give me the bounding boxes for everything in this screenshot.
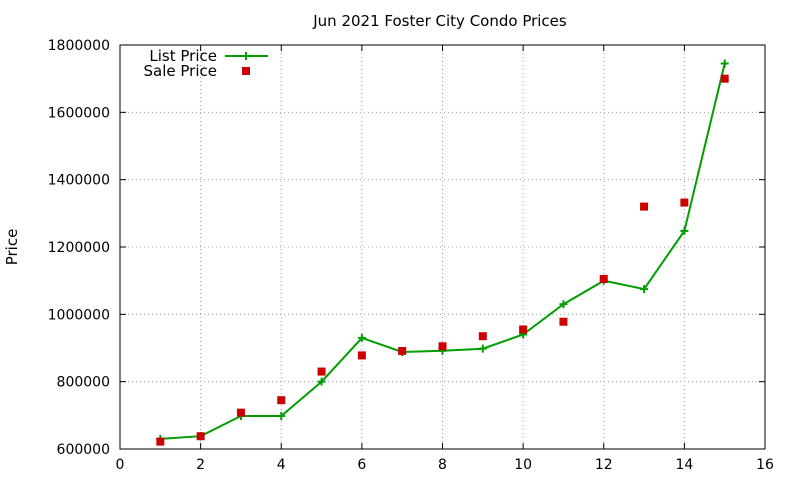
x-tick-label: 6 bbox=[357, 457, 366, 473]
list-price-point bbox=[680, 226, 689, 235]
y-tick-label: 1800000 bbox=[48, 38, 110, 54]
x-tick-label: 16 bbox=[756, 457, 774, 473]
list-price-point bbox=[640, 285, 649, 294]
sale-price-point bbox=[236, 408, 245, 417]
sale-price-point bbox=[599, 274, 608, 283]
grid bbox=[120, 45, 765, 449]
sale-price-point bbox=[720, 74, 729, 83]
sale-price-point bbox=[357, 351, 366, 360]
list-price-line bbox=[160, 63, 726, 440]
sale-price-point bbox=[317, 367, 326, 376]
x-tick-label: 14 bbox=[675, 457, 693, 473]
x-tick-label: 2 bbox=[196, 457, 205, 473]
sale-price-point bbox=[196, 432, 205, 441]
y-tick-label: 800000 bbox=[57, 375, 110, 391]
y-tick-label: 1000000 bbox=[48, 307, 110, 323]
x-tick-label: 0 bbox=[116, 457, 125, 473]
list-price-point bbox=[317, 377, 326, 386]
legend-label-sale-price: Sale Price bbox=[144, 62, 217, 80]
list-price-point bbox=[720, 59, 729, 68]
chart-title: Jun 2021 Foster City Condo Prices bbox=[312, 12, 567, 30]
plot-frame bbox=[119, 44, 766, 450]
axis-ticks: 0 2 4 6 8 10 12 14 16 600000 800000 1000000 1200000 1… bbox=[48, 38, 774, 473]
y-tick-label: 1200000 bbox=[48, 240, 110, 256]
sale-price-point bbox=[680, 198, 689, 207]
list-price-point bbox=[357, 333, 366, 342]
x-tick-label: 8 bbox=[438, 457, 447, 473]
x-tick-label: 10 bbox=[514, 457, 532, 473]
x-tick-label: 4 bbox=[277, 457, 286, 473]
sale-price-point bbox=[640, 202, 649, 211]
list-price-point bbox=[559, 300, 568, 309]
sale-price-point bbox=[559, 317, 568, 326]
y-tick-label: 600000 bbox=[57, 442, 110, 458]
legend-label-list-price: List Price bbox=[149, 47, 217, 65]
list-price-point bbox=[277, 412, 286, 421]
sale-price-point bbox=[519, 325, 528, 334]
x-tick-label: 12 bbox=[595, 457, 613, 473]
y-tick-label: 1600000 bbox=[48, 105, 110, 121]
sale-price-point bbox=[438, 342, 447, 351]
legend-marker-sale-price bbox=[242, 67, 250, 75]
sale-price-point bbox=[277, 396, 286, 405]
y-axis-label: Price bbox=[3, 229, 21, 266]
series bbox=[156, 59, 729, 446]
sale-price-point bbox=[398, 347, 407, 356]
legend: List Price Sale Price bbox=[144, 47, 268, 80]
list-price-point bbox=[478, 344, 487, 353]
sale-price-point bbox=[156, 437, 165, 446]
sale-price-point bbox=[478, 332, 487, 341]
legend-marker-list-price bbox=[242, 52, 250, 60]
y-tick-label: 1400000 bbox=[48, 173, 110, 189]
